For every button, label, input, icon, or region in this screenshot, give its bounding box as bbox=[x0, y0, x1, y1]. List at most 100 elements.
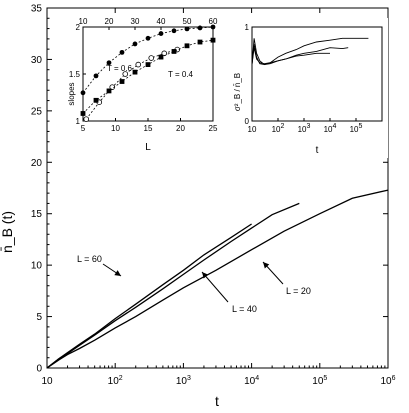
main-x-tick-label: 104 bbox=[244, 375, 259, 387]
main-x-tick-label-base: 10 bbox=[176, 376, 188, 387]
inset1-top-tick-label: 30 bbox=[131, 17, 140, 26]
inset1-top-tick-label: 60 bbox=[209, 17, 218, 26]
inset1-background bbox=[62, 20, 214, 120]
inset1-point-filled-square bbox=[197, 39, 203, 45]
inset2-series-line-1 bbox=[251, 37, 369, 66]
main-y-tick-label: 25 bbox=[31, 106, 43, 117]
main-plot-frame bbox=[46, 7, 389, 369]
inset1-point-filled-circle bbox=[80, 90, 86, 96]
inset2-y-axis-label: σ²_B / n̄_B bbox=[233, 73, 242, 111]
inset2-x-tick-label-base: 10 bbox=[248, 125, 257, 134]
inset1-point-open-circle bbox=[122, 71, 129, 77]
main-x-tick-label: 102 bbox=[108, 375, 123, 387]
inset1-top-tick-label: 10 bbox=[79, 17, 88, 26]
inset2-x-tick-label-base: 10 bbox=[324, 125, 333, 134]
inset1-ticks: 5 10 15 20 25 10 20 30 40 50 60 1 1.5 2 bbox=[69, 17, 218, 133]
inset1-x-tick-label: 20 bbox=[176, 124, 185, 133]
inset1-point-filled-square bbox=[158, 54, 164, 60]
inset1-point-filled-circle bbox=[197, 25, 203, 31]
inset2-series-line-3 bbox=[251, 47, 330, 65]
main-y-tick-label: 5 bbox=[36, 312, 42, 323]
inset1-x-axis-label: L bbox=[145, 142, 151, 153]
inset1-point-filled-circle bbox=[158, 31, 164, 36]
inset1-point-filled-square bbox=[80, 111, 86, 116]
inset2-x-tick-label-base: 10 bbox=[350, 125, 359, 134]
inset2-x-tick-label: 103 bbox=[298, 123, 311, 134]
inset2-y-axis-label-text: σ²_B / n̄_B bbox=[233, 73, 242, 111]
inset1-y-tick-label: 1.5 bbox=[69, 70, 81, 79]
inset2-x-tick-label: 10 bbox=[248, 125, 257, 134]
main-y-axis-label: n̄_B (t) bbox=[0, 211, 15, 253]
main-annotation-arrowhead bbox=[202, 272, 209, 279]
inset1-point-filled-circle bbox=[171, 28, 177, 34]
main-y-tick-label: 20 bbox=[31, 158, 43, 169]
main-x-tick-label-base: 10 bbox=[108, 376, 120, 387]
main-x-tick-label-exp: 4 bbox=[255, 375, 259, 382]
inset1-annotation-label: T = 0.6 bbox=[107, 64, 133, 73]
inset2-y-tick-label: 0 bbox=[245, 117, 250, 126]
main-x-tick-label-base: 10 bbox=[244, 376, 256, 387]
main-series bbox=[46, 189, 389, 369]
main-x-tick-label-base: 10 bbox=[41, 376, 53, 387]
inset1-top-tick-label: 20 bbox=[105, 17, 114, 26]
inset2-x-tick-label: 105 bbox=[350, 123, 363, 134]
main-x-tick-label: 103 bbox=[176, 375, 191, 387]
inset1-point-open-circle bbox=[135, 61, 142, 68]
inset1-y-tick-label: 1 bbox=[76, 117, 81, 126]
inset1-point-filled-square bbox=[106, 88, 112, 94]
inset1-point-filled-circle bbox=[106, 60, 112, 66]
inset1-point-filled-square bbox=[210, 37, 216, 43]
main-x-tick-label-base: 10 bbox=[312, 376, 324, 387]
inset2-series bbox=[251, 37, 369, 66]
inset1-y-axis-label-text: slopes bbox=[67, 82, 76, 105]
inset1-point-filled-square bbox=[93, 97, 99, 103]
inset1-y-tick-label: 2 bbox=[76, 23, 81, 32]
inset1-series bbox=[80, 24, 216, 122]
inset1-x-tick-label: 25 bbox=[209, 124, 218, 133]
main-series-line-3 bbox=[46, 189, 389, 369]
main-annotation-label: L = 20 bbox=[286, 286, 311, 296]
main-x-tick-label: 106 bbox=[380, 375, 395, 387]
inset1-point-filled-circle bbox=[132, 41, 138, 47]
main-y-tick-label: 35 bbox=[31, 4, 43, 15]
inset1-annotations: T = 0.6 T = 0.4 bbox=[107, 64, 194, 79]
main-annotations: L = 60 L = 40 L = 20 bbox=[77, 254, 311, 314]
main-x-tick-label-base: 10 bbox=[380, 376, 392, 387]
inset1-point-filled-square bbox=[184, 43, 190, 49]
inset2-x-tick-label-exp: 3 bbox=[307, 123, 311, 130]
main-annotation-arrowhead bbox=[263, 262, 270, 269]
inset1-point-filled-square bbox=[171, 49, 177, 54]
inset2-x-tick-label-exp: 2 bbox=[281, 123, 285, 130]
main-y-tick-label: 30 bbox=[31, 55, 43, 66]
inset2-x-tick-label-base: 10 bbox=[272, 125, 281, 134]
main-series-line-1 bbox=[46, 223, 252, 369]
inset1-x-tick-label: 10 bbox=[111, 124, 120, 133]
inset2-x-axis-label: t bbox=[316, 145, 319, 156]
inset1-point-filled-circle bbox=[93, 73, 99, 79]
inset1-point-open-circle bbox=[148, 55, 155, 61]
main-x-tick-label-exp: 6 bbox=[392, 375, 396, 382]
inset1-point-filled-square bbox=[145, 62, 151, 67]
inset2-x-tick-label: 102 bbox=[272, 123, 285, 134]
inset1-point-filled-circle bbox=[145, 35, 151, 41]
inset2-plot-frame bbox=[251, 26, 383, 122]
inset1-x-tick-label: 5 bbox=[81, 124, 86, 133]
inset1-top-tick-label: 40 bbox=[157, 17, 166, 26]
main-x-axis-label: t bbox=[215, 393, 219, 409]
inset2-x-tick-label-exp: 4 bbox=[333, 123, 337, 130]
main-y-tick-label: 10 bbox=[31, 261, 43, 272]
main-series-line-2 bbox=[46, 202, 300, 369]
main-x-tick-label-exp: 5 bbox=[323, 375, 327, 382]
inset1-x-tick-label: 15 bbox=[144, 124, 153, 133]
main-annotation-arrowhead bbox=[114, 270, 121, 276]
main-x-ticks: 10 102 103 104 105 106 bbox=[41, 8, 396, 387]
inset1-point-filled-circle bbox=[119, 49, 125, 55]
inset1-point-filled-square bbox=[132, 69, 138, 75]
main-y-tick-label: 15 bbox=[31, 209, 43, 220]
main-x-tick-label-exp: 2 bbox=[119, 375, 123, 382]
inset2-x-tick-label-exp: 5 bbox=[359, 123, 363, 130]
